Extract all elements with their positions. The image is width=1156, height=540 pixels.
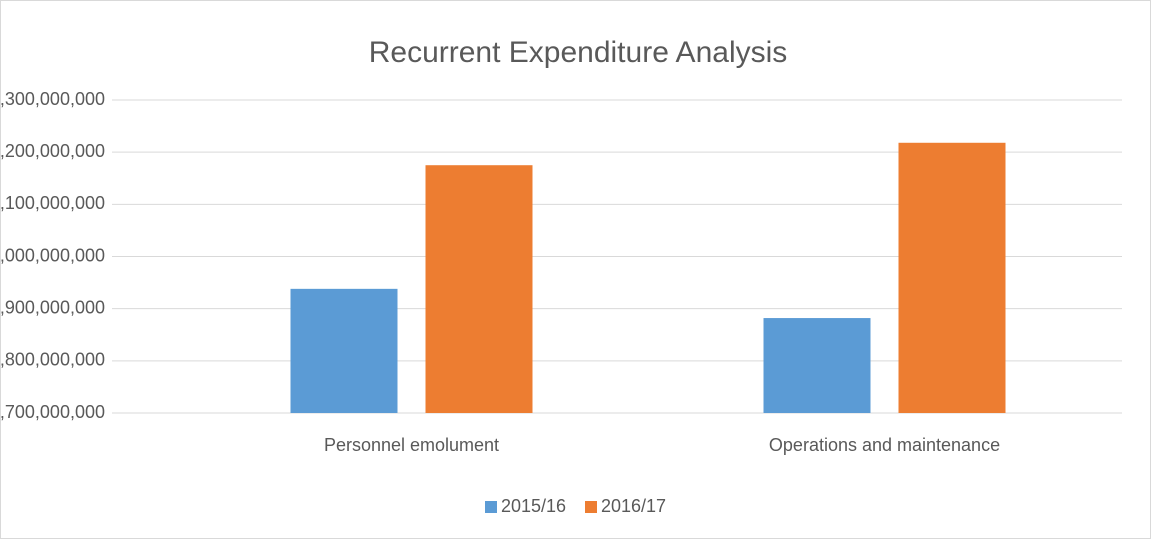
y-tick-label: 2,800,000,000: [0, 350, 105, 370]
bar: [898, 142, 1006, 413]
bar: [425, 165, 533, 413]
legend-swatch: [585, 501, 597, 513]
legend-label: 2016/17: [601, 496, 666, 516]
bar: [763, 318, 871, 413]
y-tick-label: 3,000,000,000: [0, 245, 105, 265]
y-tick-label: 2,700,000,000: [0, 402, 105, 422]
bar: [290, 288, 398, 413]
x-tick-label: Personnel emolument: [324, 435, 499, 455]
x-tick-label: Operations and maintenance: [769, 435, 1000, 455]
chart-title: Recurrent Expenditure Analysis: [369, 36, 788, 69]
legend-label: 2015/16: [501, 496, 566, 516]
y-tick-label: 3,300,000,000: [0, 89, 105, 109]
y-tick-label: 3,200,000,000: [0, 141, 105, 161]
y-tick-label: 2,900,000,000: [0, 297, 105, 317]
y-tick-label: 3,100,000,000: [0, 193, 105, 213]
legend-swatch: [485, 501, 497, 513]
